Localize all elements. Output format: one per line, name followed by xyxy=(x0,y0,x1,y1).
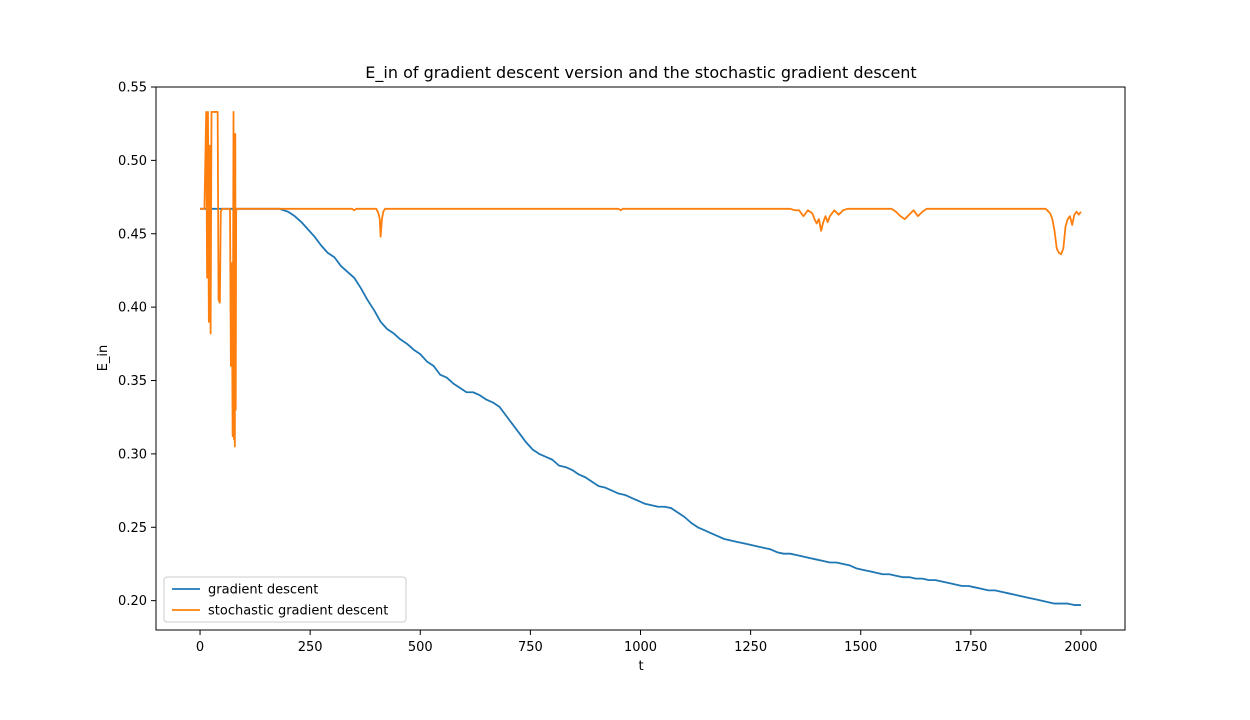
x-tick-label: 500 xyxy=(408,640,433,655)
y-axis: 0.20 0.25 0.30 0.35 0.40 0.45 0.50 0.55 xyxy=(118,81,156,609)
x-tick-label: 1000 xyxy=(624,640,657,655)
y-tick-label: 0.35 xyxy=(118,374,147,389)
y-tick-label: 0.50 xyxy=(118,154,147,169)
x-axis-label: t xyxy=(638,659,643,674)
legend-label-0: gradient descent xyxy=(208,583,318,598)
y-tick-label: 0.45 xyxy=(118,227,147,242)
y-tick-label: 0.55 xyxy=(118,81,147,96)
x-tick-label: 1250 xyxy=(734,640,767,655)
legend: gradient descent stochastic gradient desc… xyxy=(163,576,407,623)
x-tick-label: 2000 xyxy=(1064,640,1097,655)
x-tick-label: 0 xyxy=(196,640,204,655)
y-tick-label: 0.25 xyxy=(118,521,147,536)
plot-area xyxy=(200,111,1082,606)
x-tick-label: 1750 xyxy=(954,640,987,655)
series-line-1 xyxy=(200,111,1082,448)
y-axis-label: E_in xyxy=(96,345,111,372)
x-axis: 0 250 500 750 1000 1250 1500 1750 2000 xyxy=(196,630,1098,655)
series-line-0 xyxy=(200,207,1081,606)
x-tick-label: 750 xyxy=(518,640,543,655)
legend-label-1: stochastic gradient descent xyxy=(208,604,388,619)
y-tick-label: 0.30 xyxy=(118,447,147,462)
chart-title: E_in of gradient descent version and the… xyxy=(365,63,916,83)
y-tick-label: 0.20 xyxy=(118,594,147,609)
x-tick-label: 250 xyxy=(298,640,323,655)
y-tick-label: 0.40 xyxy=(118,301,147,316)
legend-box xyxy=(163,576,407,623)
x-tick-label: 1500 xyxy=(844,640,877,655)
